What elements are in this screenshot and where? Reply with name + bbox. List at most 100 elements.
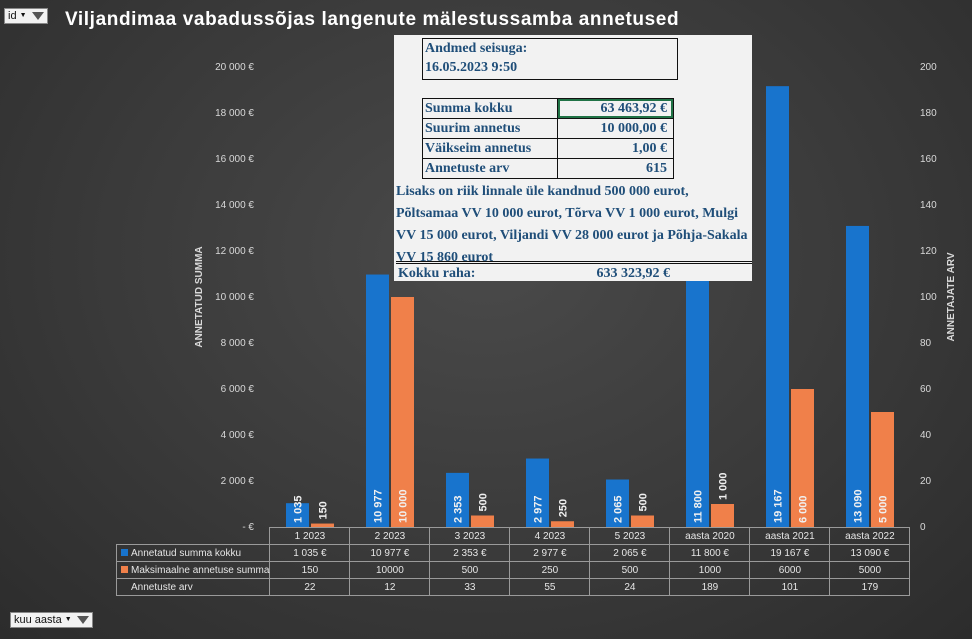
bar-sum-label: 2 353 (453, 495, 465, 523)
bar-max-label: 500 (478, 493, 490, 511)
table-cell: 10000 (349, 561, 431, 579)
y2-tick-label: 120 (920, 246, 937, 257)
bar-sum (606, 479, 629, 527)
funnel-icon (31, 12, 44, 20)
info-note: Lisaks on riik linnale üle kandnud 500 0… (396, 184, 748, 265)
stat-row-sum: Summa kokku 63 463,92 € (422, 98, 674, 119)
y-tick-label: 14 000 € (215, 200, 254, 211)
stat-row-max: Suurim annetus 10 000,00 € (422, 119, 674, 139)
table-cell: 250 (509, 561, 591, 579)
bar-sum-label: 2 065 (613, 495, 625, 523)
info-panel: Andmed seisuga: 16.05.2023 9:50 Summa ko… (394, 35, 752, 281)
date-label: Andmed seisuga: (425, 41, 528, 56)
table-cell: 150 (269, 561, 351, 579)
bar-max-label: 1 000 (718, 472, 730, 500)
table-cell: 5000 (829, 561, 911, 579)
table-cell: 24 (589, 578, 671, 596)
funnel-icon (76, 616, 89, 624)
table-header-cell: 5 2023 (589, 527, 671, 545)
table-cell: 55 (509, 578, 591, 596)
y2-tick-label: 140 (920, 200, 937, 211)
stat-value: 1,00 € (632, 141, 667, 156)
table-row-label: Annetatud summa kokku (115, 544, 271, 562)
month-year-filter-button[interactable]: kuu aasta ▼ (10, 612, 93, 628)
table-cell: 2 977 € (509, 544, 591, 562)
bar-sum (846, 225, 869, 527)
bar-sum-label: 19 167 (773, 489, 785, 523)
stat-value: 10 000,00 € (600, 121, 668, 136)
y-tick-label: 20 000 € (215, 62, 254, 73)
y2-tick-label: 180 (920, 108, 937, 119)
dropdown-arrow-icon: ▼ (19, 12, 27, 19)
bar-sum-label: 10 977 (373, 489, 385, 523)
bar-max-label: 10 000 (398, 489, 410, 523)
table-cell: 19 167 € (749, 544, 831, 562)
bar-sum (766, 86, 789, 527)
table-header-cell: 3 2023 (429, 527, 511, 545)
data-table: 1 2023 2 2023 3 2023 4 2023 5 2023 aasta… (115, 527, 911, 596)
table-cell: 6000 (749, 561, 831, 579)
bar-max (631, 515, 654, 527)
table-cell: 33 (429, 578, 511, 596)
table-header-cell: 2 2023 (349, 527, 431, 545)
y2-tick-label: 80 (920, 338, 932, 349)
dropdown-arrow-icon: ▼ (64, 616, 72, 623)
month-year-filter-label: kuu aasta (14, 614, 62, 626)
id-filter-label: id (8, 10, 17, 22)
bar-max (391, 297, 414, 527)
bar-sum (286, 503, 309, 527)
y2-tick-label: 0 (920, 522, 926, 533)
table-row-label: Maksimaalne annetuse summa (115, 561, 271, 579)
y-tick-label: 18 000 € (215, 108, 254, 119)
y2-tick-label: 160 (920, 154, 937, 165)
table-corner (116, 527, 271, 545)
id-filter-button[interactable]: id ▼ (4, 8, 48, 24)
stat-key: Väikseim annetus (423, 139, 558, 158)
legend-key-none (121, 583, 128, 590)
table-header-cell: aasta 2021 (749, 527, 831, 545)
y-tick-label: 2 000 € (221, 476, 255, 487)
stat-key: Suurim annetus (423, 119, 558, 138)
table-cell: 101 (749, 578, 831, 596)
y-tick-label: 6 000 € (221, 384, 255, 395)
stat-row-count: Annetuste arv 615 (422, 159, 674, 179)
total-row: Kokku raha: 633 323,92 € (396, 261, 752, 283)
table-header-cell: aasta 2020 (669, 527, 751, 545)
total-label: Kokku raha: (398, 266, 476, 281)
y-tick-label: 12 000 € (215, 246, 254, 257)
table-cell: 1000 (669, 561, 751, 579)
y2-tick-label: 100 (920, 292, 937, 303)
bar-sum (446, 472, 469, 527)
bar-sum-label: 13 090 (853, 489, 865, 523)
table-row-label: Annetuste arv (115, 578, 271, 596)
table-header-row: 1 2023 2 2023 3 2023 4 2023 5 2023 aasta… (116, 527, 911, 545)
bar-max-label: 150 (318, 501, 330, 519)
total-value: 633 323,92 € (596, 266, 671, 281)
bar-max (791, 389, 814, 527)
y2-axis-title: ANNETAJATE ARV (946, 252, 957, 341)
stat-key: Summa kokku (423, 99, 558, 118)
bar-max-label: 5 000 (878, 495, 890, 523)
bar-max-label: 6 000 (798, 495, 810, 523)
bar-sum (686, 255, 709, 527)
table-cell: 189 (669, 578, 751, 596)
bar-max (471, 515, 494, 527)
bar-sum-label: 1 035 (293, 495, 305, 523)
series-name: Annetatud summa kokku (131, 547, 242, 559)
stat-key: Annetuste arv (423, 159, 558, 178)
y2-tick-label: 60 (920, 384, 932, 395)
table-cell: 11 800 € (669, 544, 751, 562)
y-axis-title: ANNETATUD SUMMA (194, 246, 205, 347)
bar-max-label: 250 (558, 499, 570, 517)
y-tick-label: 16 000 € (215, 154, 254, 165)
legend-key-orange (121, 565, 128, 573)
bar-sum (366, 274, 389, 527)
y2-tick-label: 200 (920, 62, 937, 73)
y-tick-label: 8 000 € (221, 338, 255, 349)
legend-key-blue (121, 548, 128, 556)
bar-sum (526, 458, 549, 527)
table-cell: 500 (429, 561, 511, 579)
table-header-cell: 4 2023 (509, 527, 591, 545)
stat-value[interactable]: 63 463,92 € (558, 99, 673, 118)
